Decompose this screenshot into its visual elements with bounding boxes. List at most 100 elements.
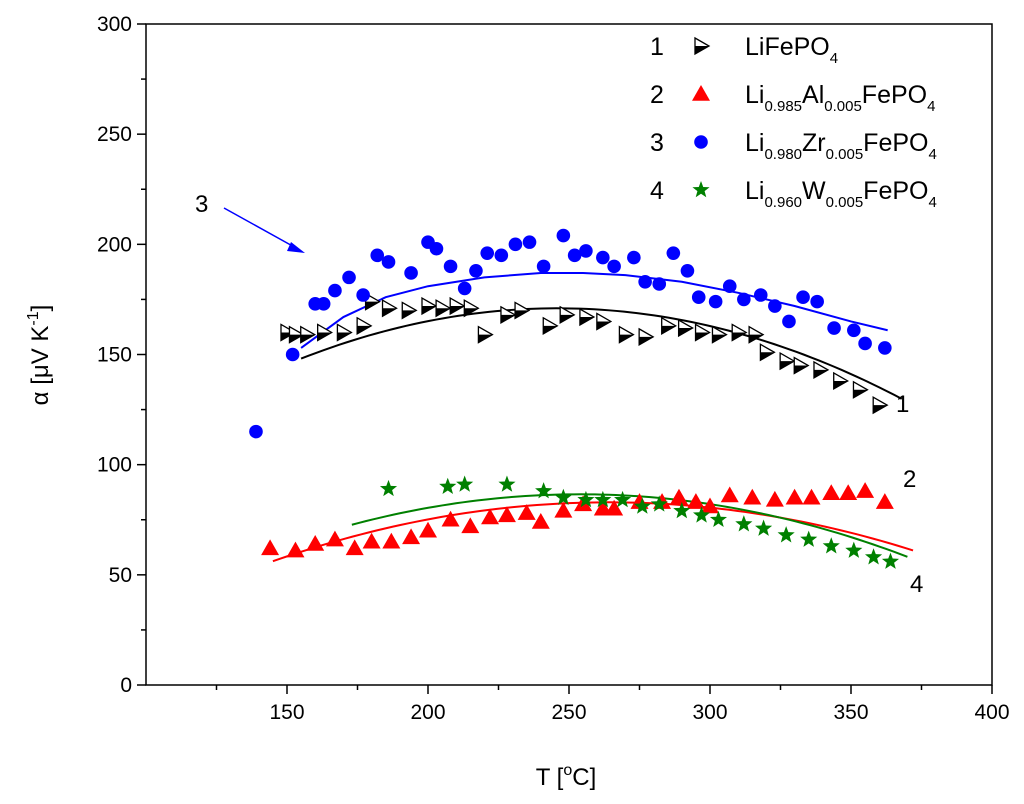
data-point-4	[673, 501, 691, 519]
data-point-3	[796, 290, 810, 305]
fit-curve-4	[351, 493, 908, 558]
data-point-2	[785, 488, 804, 505]
data-point-3	[607, 259, 621, 274]
fit-curve-1	[300, 307, 903, 400]
data-point-1	[596, 312, 613, 331]
data-point-2	[765, 490, 784, 507]
data-point-1	[872, 396, 889, 415]
fit-curves	[272, 271, 914, 563]
data-point-1	[401, 301, 418, 320]
data-points	[249, 228, 900, 569]
data-point-1	[618, 325, 635, 344]
data-point-3	[627, 250, 641, 265]
x-axis: 150 200 250 300 350 400	[215, 685, 1010, 724]
y-tick-label: 100	[97, 454, 132, 477]
curve-label-1: 1	[896, 391, 909, 418]
data-point-2	[441, 510, 460, 527]
data-point-1	[381, 299, 398, 318]
y-tick-label: 50	[109, 564, 132, 587]
fit-curve-2	[272, 501, 914, 563]
data-point-2	[686, 493, 705, 509]
data-point-4	[535, 482, 553, 499]
data-point-1	[833, 371, 850, 391]
data-point-3	[768, 299, 782, 313]
data-point-2	[286, 541, 305, 558]
data-point-1	[559, 305, 576, 324]
data-point-1	[711, 325, 728, 344]
data-point-1	[542, 316, 559, 335]
data-point-2	[261, 539, 280, 556]
annotation-arrow-line	[223, 207, 298, 250]
data-point-2	[554, 501, 573, 518]
data-point-4	[800, 530, 818, 547]
legend-label-2: Li0.985Al0.005FePO4	[745, 81, 935, 115]
legend-number-4: 4	[650, 177, 664, 205]
y-axis-title: α [μV K-1]	[25, 305, 54, 406]
legend-label-3: Li0.980Zr0.005FePO4	[745, 129, 937, 163]
data-point-1	[793, 356, 810, 375]
data-point-2	[701, 497, 719, 514]
annotation: 3	[195, 191, 305, 253]
data-point-3	[737, 292, 751, 307]
data-point-1	[449, 296, 466, 316]
data-point-2	[720, 486, 739, 503]
data-point-2	[531, 512, 550, 529]
data-point-3	[579, 244, 593, 258]
data-point-1	[288, 325, 305, 344]
data-point-2	[856, 482, 875, 498]
legend-marker-4	[692, 181, 710, 198]
data-point-1	[694, 323, 711, 342]
data-point-4	[439, 477, 457, 494]
data-point-3	[328, 283, 342, 298]
data-point-1	[356, 316, 373, 335]
data-point-4	[554, 488, 572, 505]
data-point-3	[782, 314, 796, 329]
x-tick-label: 300	[692, 701, 727, 724]
data-point-3	[381, 255, 396, 269]
data-point-3	[652, 277, 667, 291]
x-axis-title: T [oC]	[536, 762, 596, 791]
data-point-1	[477, 325, 494, 344]
data-point-3	[722, 279, 737, 293]
data-point-4	[845, 541, 863, 558]
x-tick-label: 350	[833, 701, 868, 724]
data-point-1	[638, 327, 655, 346]
data-point-3	[691, 290, 706, 305]
data-point-2	[402, 528, 421, 545]
data-point-1	[280, 323, 297, 342]
fit-curve-3	[300, 271, 888, 349]
data-point-1	[731, 323, 748, 342]
data-point-1	[813, 360, 830, 380]
data-point-1	[421, 296, 438, 316]
data-point-3	[443, 259, 458, 274]
data-point-2	[593, 499, 612, 516]
y-tick-label: 200	[97, 233, 132, 256]
y-tick-label: 300	[97, 13, 132, 36]
data-point-1	[579, 307, 596, 327]
data-point-1	[677, 318, 694, 338]
data-point-1	[748, 325, 765, 344]
data-point-3	[480, 246, 495, 260]
annotation-label: 3	[195, 191, 208, 218]
data-point-3	[457, 281, 472, 296]
data-point-1	[779, 351, 796, 371]
data-point-3	[429, 241, 444, 256]
data-point-4	[456, 475, 474, 492]
annotation-arrow-head	[287, 242, 305, 253]
x-tick-label: 250	[551, 701, 586, 724]
data-point-2	[362, 532, 381, 549]
data-point-3	[556, 228, 571, 243]
y-tick-label: 250	[97, 123, 132, 146]
data-point-1	[463, 299, 480, 318]
legend: 1 LiFePO4 2 Li0.985Al0.005FePO4 3 Li0.980Zr0.…	[650, 33, 937, 211]
legend-label-1: LiFePO4	[745, 33, 838, 67]
data-point-1	[759, 343, 776, 362]
data-point-4	[577, 490, 595, 508]
curve-labels: 1 2 4	[896, 391, 923, 598]
y-tick-label: 0	[120, 674, 132, 697]
data-point-2	[382, 532, 401, 549]
data-point-4	[633, 497, 651, 514]
legend-marker-3	[694, 135, 708, 149]
legend-label-4: Li0.960W0.005FePO4	[745, 177, 937, 211]
